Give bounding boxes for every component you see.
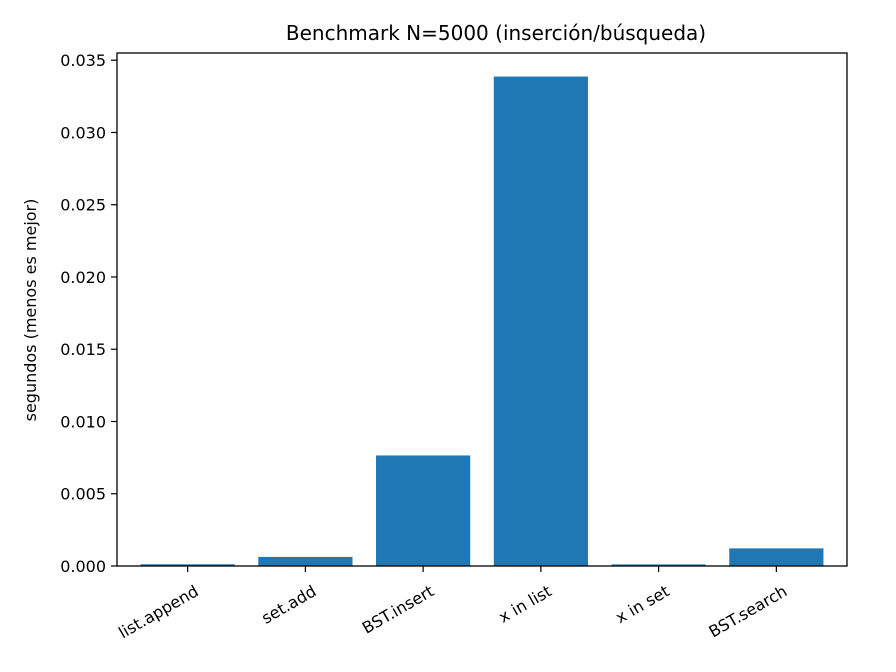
y-axis-title: segundos (menos es mejor): [21, 199, 40, 422]
y-tick-label: 0.010: [60, 412, 106, 431]
y-tick-label: 0.035: [60, 51, 106, 70]
y-tick-label: 0.005: [60, 485, 106, 504]
y-tick-label: 0.025: [60, 196, 106, 215]
y-tick-label: 0.015: [60, 340, 106, 359]
y-ticks-group: 0.000 0.005 0.010 0.015 0.020 0.025 0.030 0.035: [60, 51, 117, 576]
bars-group: [140, 76, 824, 567]
plot-frame: [116, 52, 848, 567]
bar-2: [376, 455, 471, 566]
y-tick-label: 0.020: [60, 268, 106, 287]
chart-title: Benchmark N=5000 (inserción/búsqueda): [286, 21, 706, 45]
bar-4: [611, 564, 706, 566]
bar-1: [258, 556, 353, 566]
bar-5: [729, 548, 824, 566]
y-tick-label: 0.000: [60, 557, 106, 576]
y-tick-label: 0.030: [60, 123, 106, 142]
bar-3: [493, 76, 588, 567]
bar-0: [140, 564, 235, 566]
